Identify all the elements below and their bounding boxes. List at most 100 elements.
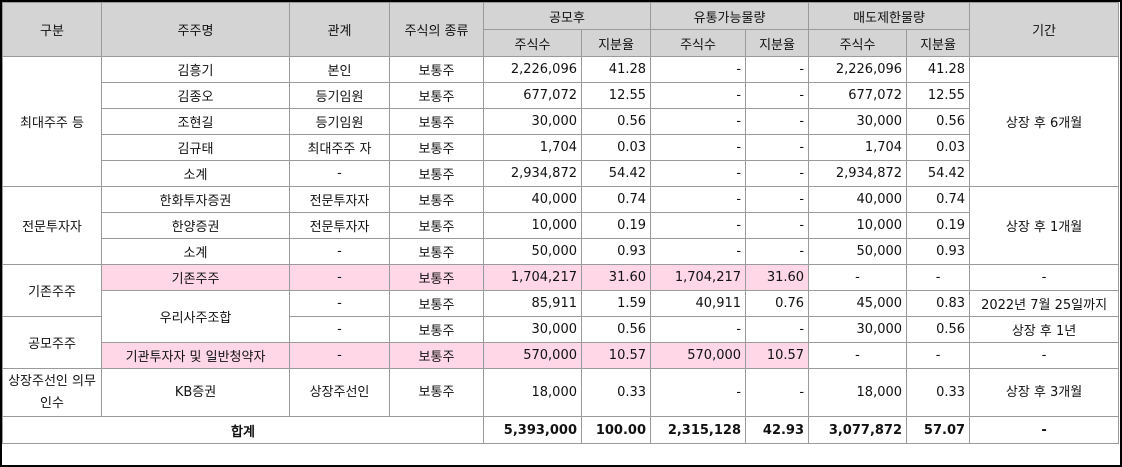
trade-shares: - [650,56,747,83]
header-rest-shares: 주식수 [808,29,908,57]
trade-shares: 570,000 [650,342,747,369]
trade-ratio: - [745,186,810,213]
group-label-major: 최대주주 등 [2,56,102,187]
stock-type: 보통주 [389,342,484,369]
rest-ratio: 0.56 [906,316,971,343]
stock-type: 보통주 [389,212,484,239]
lockup-table: 구분 주주명 관계 주식의 종류 공모후 유통가능물량 매도제한물량 기간 주식… [2,2,1120,444]
header-post-shares: 주식수 [483,29,582,57]
total-post-shares: 5,393,000 [483,416,582,444]
header-post-ipo: 공모후 [482,2,652,30]
post-shares: 570,000 [483,342,582,369]
stock-type: 보통주 [389,134,484,161]
rest-shares: 30,000 [808,316,908,343]
trade-shares: - [650,160,747,187]
header-tradable: 유통가능물량 [650,2,810,30]
header-category: 구분 [2,2,102,57]
trade-ratio: - [745,82,810,109]
header-relation: 관계 [289,2,390,57]
header-period: 기간 [969,2,1120,57]
rest-shares: 50,000 [808,238,908,265]
rest-ratio: - [906,342,971,369]
trade-shares: - [650,108,747,135]
rest-ratio: 41.28 [906,56,971,83]
rest-ratio: 0.74 [906,186,971,213]
relation: 전문투자자 [289,186,390,213]
trade-ratio: - [745,316,810,343]
table-row: 소계 - 보통주 50,000 0.93 - - 50,000 0.93 [3,238,1119,265]
post-ratio: 10.57 [580,342,652,369]
holder-name: 한양증권 [101,212,290,239]
post-ratio: 54.42 [580,160,652,187]
rest-shares: 30,000 [808,108,908,135]
rest-ratio: 0.33 [906,368,971,417]
rest-shares: 1,704 [808,134,908,161]
holder-name: KB증권 [101,368,290,417]
header-stock-type: 주식의 종류 [389,2,484,57]
stock-type: 보통주 [389,160,484,187]
total-trade-ratio: 42.93 [745,416,810,444]
table-row: 기존주주 기존주주 - 보통주 1,704,217 31.60 1,704,21… [2,264,1120,317]
stock-type: 보통주 [389,82,484,109]
table-row: 소계 - 보통주 2,934,872 54.42 - - 2,934,872 5… [3,160,1119,187]
relation: - [289,290,390,317]
trade-shares: 40,911 [650,290,747,317]
period-public: - [969,342,1120,369]
holder-name: 김흥기 [101,56,290,83]
trade-ratio: 31.60 [745,264,810,291]
post-shares: 2,226,096 [483,56,582,83]
rest-shares: 45,000 [808,290,908,317]
relation: - [289,264,390,291]
rest-ratio: 0.03 [906,134,971,161]
stock-type: 보통주 [389,290,484,317]
total-rest-ratio: 57.07 [906,416,971,444]
rest-ratio: 54.42 [906,160,971,187]
relation: - [289,342,390,369]
rest-ratio: 12.55 [906,82,971,109]
stock-type: 보통주 [389,56,484,83]
post-ratio: 0.74 [580,186,652,213]
post-shares: 2,934,872 [483,160,582,187]
rest-ratio: 0.19 [906,212,971,239]
group-label-public: 공모주주 [2,316,102,369]
post-ratio: 41.28 [580,56,652,83]
holder-name: 소계 [101,160,290,187]
rest-shares: - [808,342,908,369]
post-shares: 50,000 [483,238,582,265]
holder-name: 조현길 [101,108,290,135]
holder-name: 소계 [101,238,290,265]
rest-ratio: 0.93 [906,238,971,265]
rest-shares: - [808,264,908,291]
trade-shares: - [650,316,747,343]
rest-shares: 677,072 [808,82,908,109]
holder-name: 김종오 [101,82,290,109]
relation: - [289,160,390,187]
header-restricted: 매도제한물량 [808,2,971,30]
table-row: 최대주주 등 김흥기 본인 보통주 2,226,096 41.28 - - 2,… [2,56,1120,187]
post-shares: 85,911 [483,290,582,317]
holder-name: 기존주주 [101,264,290,291]
post-shares: 30,000 [483,316,582,343]
total-period: - [969,416,1120,444]
post-shares: 40,000 [483,186,582,213]
stock-type: 보통주 [389,108,484,135]
trade-ratio: - [745,108,810,135]
table-row: 조현길 등기임원 보통주 30,000 0.56 - - 30,000 0.56 [3,108,1119,135]
post-ratio: 0.56 [580,316,652,343]
stock-type: 보통주 [389,316,484,343]
rest-ratio: - [906,264,971,291]
trade-ratio: - [745,56,810,83]
header-trade-shares: 주식수 [650,29,747,57]
table-row: 우리사주조합 - 보통주 85,911 1.59 40,911 0.76 45,… [3,290,1120,343]
post-ratio: 31.60 [580,264,652,291]
rest-shares: 2,934,872 [808,160,908,187]
trade-shares: - [650,82,747,109]
period-esop-a: 2022년 7월 25일까지 [969,290,1120,317]
stock-type: 보통주 [389,186,484,213]
post-shares: 18,000 [483,368,582,417]
trade-ratio: - [745,160,810,187]
period-listing: 상장 후 3개월 [969,368,1120,417]
group-label-listing: 상장주선인 의무인수 [2,368,102,417]
rest-shares: 10,000 [808,212,908,239]
trade-ratio: - [745,134,810,161]
